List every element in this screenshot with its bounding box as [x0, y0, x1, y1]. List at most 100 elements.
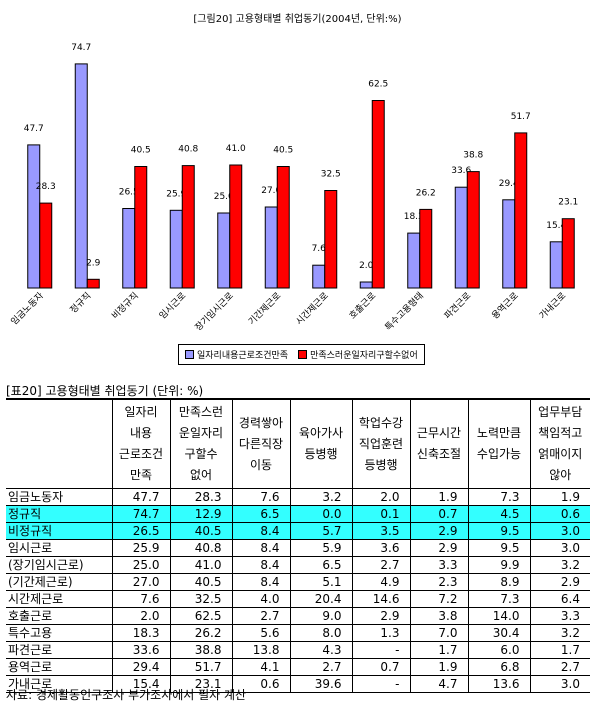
- table-cell: 8.4: [231, 539, 290, 557]
- table-cell: 20.4: [289, 590, 352, 608]
- bar-series-1-시간제근로: [312, 264, 326, 289]
- table-cell: 2.9: [351, 607, 410, 625]
- table-cell: 5.6: [231, 624, 290, 642]
- table-cell: 7.6: [111, 590, 170, 608]
- bar-value-label: 62.5: [368, 80, 388, 90]
- bar-value-label: 32.5: [321, 170, 341, 180]
- table-cell: 7.0: [409, 624, 468, 642]
- category-label: 시간제근로: [294, 290, 331, 327]
- table-cell: -: [351, 641, 410, 659]
- bar-value-label: 40.5: [273, 146, 293, 156]
- row-label: 가내근로: [8, 677, 53, 691]
- table-cell: 30.4: [467, 624, 530, 642]
- table-cell: 12.9: [169, 505, 232, 523]
- table-cell: 9.0: [289, 607, 352, 625]
- table-cell: 40.5: [169, 573, 232, 591]
- table-header-cell: 근무시간 신축조절: [409, 399, 468, 489]
- table-cell: 8.0: [289, 624, 352, 642]
- table-header-row: 일자리 내용 근로조건 만족 만족스런 운일자리 구할수 없어 경력쌓아 다른직장 이동 육아가사 등병…: [6, 399, 590, 489]
- bar-value-label: 15.4: [546, 221, 566, 231]
- row-label: 호출근로: [8, 609, 53, 623]
- row-label: (기간제근로): [8, 575, 73, 589]
- table-cell: 4.0: [231, 590, 290, 608]
- bar-series-1-임금노동자: [27, 144, 41, 289]
- table-cell: 2.7: [351, 556, 410, 574]
- bar-series-2-임금노동자: [39, 202, 53, 289]
- table-cell: 38.8: [169, 641, 232, 659]
- bar-series-1-비정규직: [122, 208, 136, 289]
- table-cell: 0.7: [351, 658, 410, 676]
- table-cell: 6.4: [529, 590, 590, 608]
- table-header-cell: 노력만큼 수입가능: [467, 399, 530, 489]
- table-cell: 1.9: [529, 488, 590, 506]
- table-cell: 1.9: [409, 658, 468, 676]
- table-row: 시간제근로 7.6 32.5 4.0 20.4 14.6 7.2 7.3 6.4: [6, 590, 590, 608]
- bar-value-label: 38.8: [463, 151, 483, 161]
- bar-series-2-정규직: [86, 278, 100, 289]
- row-label: 특수고용: [8, 626, 53, 640]
- bar-series-1-호출근로: [359, 281, 373, 289]
- bar-series-1-임시근로: [169, 209, 183, 289]
- category-label: 비정규직: [110, 290, 141, 321]
- table-row: 특수고용 18.3 26.2 5.6 8.0 1.3 7.0 30.4 3.2: [6, 624, 590, 642]
- table-row: 정규직 74.7 12.9 6.5 0.0 0.1 0.7 4.5 0.6: [6, 505, 590, 523]
- bar-chart: 47.7 28.3 임금노동자 74.7 2.9 정규직 26.5 40.5 비정규직 25.9 4…: [8, 43, 578, 334]
- table-row: 파견근로 33.6 38.8 13.8 4.3-1.7 6.0 1.7: [6, 641, 590, 659]
- table-header-cell: 업무부담 책임적고 얽매이지 않아: [529, 399, 590, 489]
- bar-series-2-용역근로: [514, 132, 528, 289]
- bar-series-2-호출근로: [371, 100, 385, 289]
- bar-value-label: 27.0: [261, 186, 281, 196]
- bar-value-label: 33.6: [451, 166, 471, 176]
- table-cell: 8.9: [467, 573, 530, 591]
- table-cell: 2.7: [231, 607, 290, 625]
- table-cell: 18.3: [111, 624, 170, 642]
- bar-series-1-장기임시근로: [217, 212, 231, 289]
- data-table: 일자리 내용 근로조건 만족 만족스런 운일자리 구할수 없어 경력쌓아 다른직장 이동 육아가사 등병…: [6, 398, 590, 693]
- table-cell: 33.6: [111, 641, 170, 659]
- table-cell: 1.7: [529, 641, 590, 659]
- table-cell: 0.0: [289, 505, 352, 523]
- category-label: 용역근로: [490, 290, 521, 321]
- table-cell: 9.5: [467, 539, 530, 557]
- table-cell: 74.7: [111, 505, 170, 523]
- table-row: 비정규직 26.5 40.5 8.4 5.7 3.5 2.9 9.5 3.0: [6, 522, 590, 540]
- table-cell: 2.9: [409, 522, 468, 540]
- bar-series-2-가내근로: [561, 218, 575, 289]
- table-row: 호출근로 2.0 62.5 2.7 9.0 2.9 3.8 14.0 3.3: [6, 607, 590, 625]
- table-cell: 4.5: [467, 505, 530, 523]
- table-cell: 14.6: [351, 590, 410, 608]
- category-label: 장기임시근로: [192, 290, 236, 334]
- bar-series-1-특수고용형태: [407, 232, 421, 289]
- bar-value-label: 40.8: [178, 145, 198, 155]
- table-row: 임시근로 25.9 40.8 8.4 5.9 3.6 2.9 9.5 3.0: [6, 539, 590, 557]
- table-row: 용역근로 29.4 51.7 4.1 2.7 0.7 1.9 6.8 2.7: [6, 658, 590, 676]
- legend-label-series-1: 일자리내용근로조건만족: [197, 351, 289, 361]
- table-cell: 8.4: [231, 573, 290, 591]
- table-cell: 0.6: [529, 505, 590, 523]
- table-cell: 26.2: [169, 624, 232, 642]
- table-cell: 7.6: [231, 488, 290, 506]
- bar-value-label: 51.7: [511, 112, 531, 122]
- row-label: 용역근로: [8, 660, 53, 674]
- table-cell: 5.1: [289, 573, 352, 591]
- table-cell: 1.7: [409, 641, 468, 659]
- table-cell: 9.9: [467, 556, 530, 574]
- table-cell: 0.6: [231, 675, 290, 693]
- table-cell: 41.0: [169, 556, 232, 574]
- bar-series-2-파견근로: [466, 171, 480, 289]
- table-cell: 2.7: [289, 658, 352, 676]
- table-row: (장기임시근로) 25.0 41.0 8.4 6.5 2.7 3.3 9.9 3.2: [6, 556, 590, 574]
- table-cell: 29.4: [111, 658, 170, 676]
- table-title: [표20] 고용형태별 취업동기 (단위: %): [6, 382, 203, 399]
- bar-value-label: 23.1: [558, 198, 578, 208]
- table-cell: 2.0: [351, 488, 410, 506]
- table-cell: 6.0: [467, 641, 530, 659]
- table-row: 가내근로 15.4 23.1 0.6 39.6-4.7 13.6 3.0: [6, 675, 590, 693]
- table-cell: 7.3: [467, 488, 530, 506]
- table-cell: 23.1: [169, 675, 232, 693]
- table-cell: 47.7: [111, 488, 170, 506]
- bar-value-label: 2.0: [359, 261, 374, 271]
- table-cell: 3.2: [529, 556, 590, 574]
- table-cell: 3.6: [351, 539, 410, 557]
- bar-value-label: 26.2: [416, 188, 436, 198]
